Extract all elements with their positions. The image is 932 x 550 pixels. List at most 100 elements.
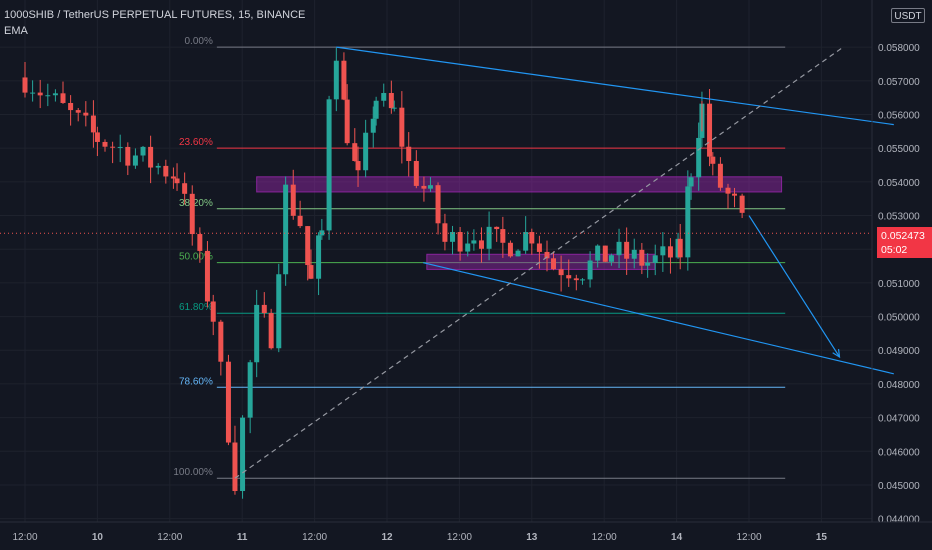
candle-body	[486, 226, 492, 249]
candle-body	[471, 240, 477, 244]
candle-body	[90, 115, 96, 133]
price-tick-label: 0.045000	[878, 481, 920, 492]
time-tick-label: 13	[526, 532, 538, 543]
candle-body	[45, 95, 51, 97]
price-tick-label: 0.057000	[878, 77, 920, 88]
candle-body	[707, 103, 713, 157]
candle-body	[421, 185, 427, 189]
candle-body	[388, 93, 394, 109]
candle-body	[218, 321, 224, 362]
price-tick-label: 0.044000	[878, 515, 920, 526]
candle-body	[210, 301, 216, 322]
candle-body	[60, 93, 66, 103]
candle-body	[355, 161, 361, 171]
candle-body	[515, 250, 521, 257]
candle-body	[326, 99, 332, 231]
candle-body	[478, 240, 484, 249]
price-axis[interactable]: 0.058000 0.057000 0.056000 0.055000 0.054000…	[871, 0, 920, 526]
candle-body	[465, 243, 471, 252]
trendline	[423, 262, 894, 375]
fib-level-label: 78.60%	[179, 376, 213, 387]
candle-body	[544, 251, 550, 259]
candle-body	[232, 442, 238, 492]
last-price-tag: 0.052473 05:02	[877, 227, 932, 258]
candle-body	[435, 185, 441, 224]
time-tick-label: 15	[816, 532, 828, 543]
time-tick-label: 11	[237, 532, 248, 543]
candle-body	[677, 238, 683, 258]
candle-body	[523, 232, 529, 251]
price-tick-label: 0.054000	[878, 178, 920, 189]
candle-body	[579, 279, 585, 281]
candle-body	[333, 60, 339, 100]
candle-body	[316, 235, 322, 279]
candle-body	[204, 250, 210, 302]
projection-arrow	[748, 215, 841, 358]
candle-body	[102, 141, 108, 147]
candle-body	[608, 255, 614, 262]
candle-body	[406, 146, 412, 162]
candle-body	[189, 193, 195, 235]
candle-body	[639, 249, 645, 266]
candle-body	[110, 146, 116, 148]
candle-body	[22, 77, 28, 93]
fib-level-label: 61.80%	[179, 302, 213, 313]
candle-body	[427, 185, 433, 189]
price-tick-label: 0.058000	[878, 43, 920, 54]
currency-button[interactable]: USDT	[891, 8, 925, 23]
candle-body	[558, 269, 564, 276]
time-tick-label: 12:00	[12, 532, 37, 543]
candle-body	[413, 161, 419, 186]
candle-body	[551, 258, 557, 270]
time-tick-label: 12:00	[736, 532, 761, 543]
candle-body	[197, 234, 203, 251]
price-tick-label: 0.051000	[878, 279, 920, 290]
time-tick-label: 12:00	[447, 532, 472, 543]
fib-level-label: 50.00%	[179, 252, 213, 263]
symbol-title[interactable]: 1000SHIB / TetherUS PERPETUAL FUTURES, 1…	[4, 9, 306, 21]
time-axis[interactable]: 12:00 10 12:00 11 12:00 12 12:00 13 12:00 14 12:00…	[0, 521, 932, 543]
candle-body	[52, 93, 58, 96]
price-tick-label: 0.056000	[878, 111, 920, 122]
candle-body	[297, 215, 303, 227]
time-tick-label: 12:00	[302, 532, 327, 543]
candle-body	[717, 163, 723, 188]
trendline	[336, 46, 894, 126]
price-tick-label: 0.053000	[878, 212, 920, 223]
candle-body	[254, 304, 260, 363]
ema-indicator-label[interactable]: EMA	[4, 25, 28, 37]
candle-body	[155, 165, 161, 168]
candle-body	[240, 417, 246, 492]
candle-body	[308, 265, 314, 279]
time-tick-label: 12	[381, 532, 393, 543]
candle-body	[587, 260, 593, 280]
price-tick-label: 0.047000	[878, 414, 920, 425]
fib-trend-dashed-line	[234, 46, 844, 479]
candle-body	[276, 274, 282, 349]
candle-body	[725, 187, 731, 194]
candle-body	[536, 243, 542, 252]
candle-body	[83, 112, 89, 116]
last-price-value: 0.052473	[881, 230, 925, 242]
time-tick-label: 12:00	[157, 532, 182, 543]
candle-body	[450, 232, 456, 242]
price-tick-label: 0.048000	[878, 380, 920, 391]
candle-body	[732, 193, 738, 196]
candle-body	[381, 93, 387, 101]
fib-level-label: 100.00%	[173, 467, 213, 478]
candle-body	[247, 362, 253, 418]
price-tick-label: 0.049000	[878, 346, 920, 357]
price-zone	[426, 253, 656, 270]
candle-body	[148, 146, 154, 168]
candle-body	[696, 137, 702, 178]
candle-body	[174, 178, 180, 184]
trendlines-layer[interactable]	[0, 46, 894, 479]
candle-body	[182, 183, 188, 194]
price-tick-label: 0.050000	[878, 313, 920, 324]
candle-body	[352, 143, 358, 162]
fibonacci-retracement[interactable]: 0.00% 23.60% 38.20% 50.00% 61.80% 78.60% 100.0…	[173, 36, 786, 479]
candle-body	[457, 232, 463, 252]
candle-body	[442, 223, 448, 242]
time-tick-label: 14	[671, 532, 683, 543]
